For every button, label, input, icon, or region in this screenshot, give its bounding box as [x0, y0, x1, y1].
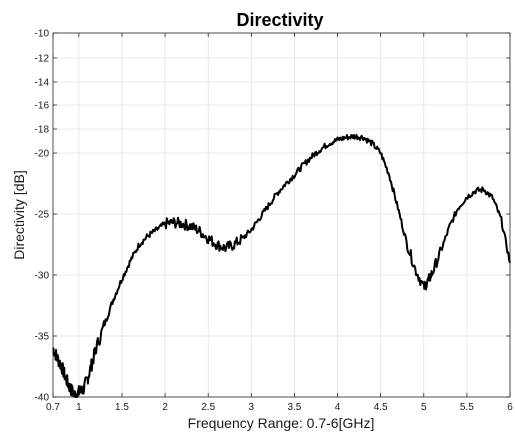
axis-ticks: 0.7 1 1.5 2 2.5 3 3.5 4 4.5 5 5.5 6 -40 -35 -30 -25 -20 -…	[35, 29, 514, 414]
x-tick-label: 2.5	[201, 402, 215, 413]
chart-title: Directivity	[236, 10, 323, 30]
plot-area	[52, 32, 511, 398]
y-tick-label: -14	[35, 78, 50, 89]
y-tick-label: -12	[35, 54, 50, 65]
x-tick-label: 1	[76, 402, 82, 413]
y-tick-label: -16	[35, 101, 50, 112]
directivity-series-line	[52, 133, 511, 398]
x-tick-label: 1.5	[115, 402, 129, 413]
x-tick-label: 5	[421, 402, 427, 413]
y-tick-label: -35	[35, 332, 50, 343]
x-tick-label: 4	[335, 402, 341, 413]
y-axis-label: Directivity [dB]	[11, 170, 27, 259]
x-tick-label: 0.7	[46, 402, 60, 413]
series-group	[52, 133, 511, 398]
x-tick-label: 4.5	[374, 402, 388, 413]
x-axis-label: Frequency Range: 0.7-6[GHz]	[188, 415, 375, 431]
x-tick-label: 6	[507, 402, 513, 413]
x-tick-label: 3.5	[287, 402, 301, 413]
y-tick-label: -25	[35, 210, 50, 221]
y-tick-label: -40	[35, 393, 50, 404]
x-tick-label: 2	[162, 402, 168, 413]
y-tick-label: -30	[35, 271, 50, 282]
y-tick-label: -20	[35, 149, 50, 160]
y-tick-label: -10	[35, 29, 50, 40]
x-tick-label: 5.5	[460, 402, 474, 413]
y-tick-label: -18	[35, 125, 50, 136]
grid-lines	[52, 32, 511, 398]
x-tick-label: 3	[249, 402, 255, 413]
